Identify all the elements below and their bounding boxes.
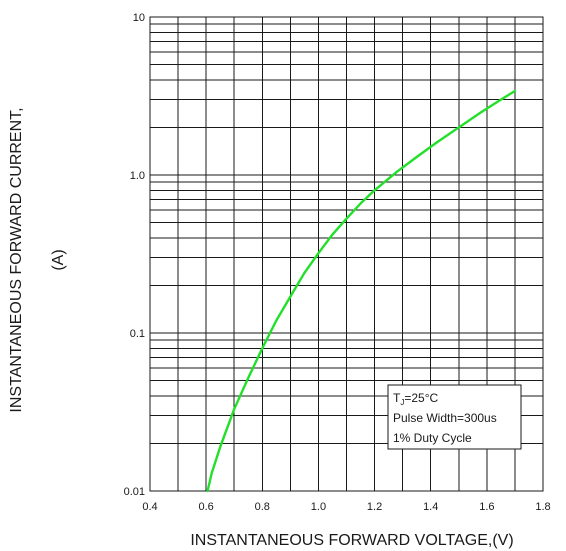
y-tick-label: 10 — [133, 12, 145, 24]
x-tick-label: 1.0 — [311, 501, 326, 513]
legend-tj: TJ=25°C — [393, 391, 438, 407]
x-tick-label: 0.8 — [255, 501, 270, 513]
y-tick-label: 0.1 — [130, 328, 145, 340]
x-axis-label: INSTANTANEOUS FORWARD VOLTAGE,(V) — [190, 532, 513, 549]
x-tick-label: 0.6 — [198, 501, 213, 513]
forward-current-curve — [206, 89, 517, 493]
y-tick-label: 1.0 — [130, 170, 145, 182]
y-axis-label-line1: INSTANTANEOUS FORWARD CURRENT, — [8, 107, 25, 412]
y-axis-label-line2: (A) — [50, 249, 67, 270]
x-tick-label: 1.4 — [423, 501, 438, 513]
series-layer — [206, 89, 517, 493]
legend-box: TJ=25°C Pulse Width=300us 1% Duty Cycle — [387, 384, 522, 450]
legend-duty-cycle: 1% Duty Cycle — [393, 431, 472, 445]
x-tick-label: 1.8 — [535, 501, 550, 513]
x-tick-label: 1.6 — [479, 501, 494, 513]
tick-labels: 0.4 0.6 0.8 1.0 1.2 1.4 1.6 1.8 0.01 0.1 1.0 10 — [124, 12, 551, 513]
plot-border — [149, 16, 544, 492]
legend-pulse-width: Pulse Width=300us — [393, 411, 497, 425]
x-tick-label: 0.4 — [142, 501, 157, 513]
legend-frame — [387, 384, 522, 450]
y-tick-label: 0.01 — [124, 486, 145, 498]
plot-frame — [149, 16, 544, 492]
x-tick-label: 1.2 — [367, 501, 382, 513]
